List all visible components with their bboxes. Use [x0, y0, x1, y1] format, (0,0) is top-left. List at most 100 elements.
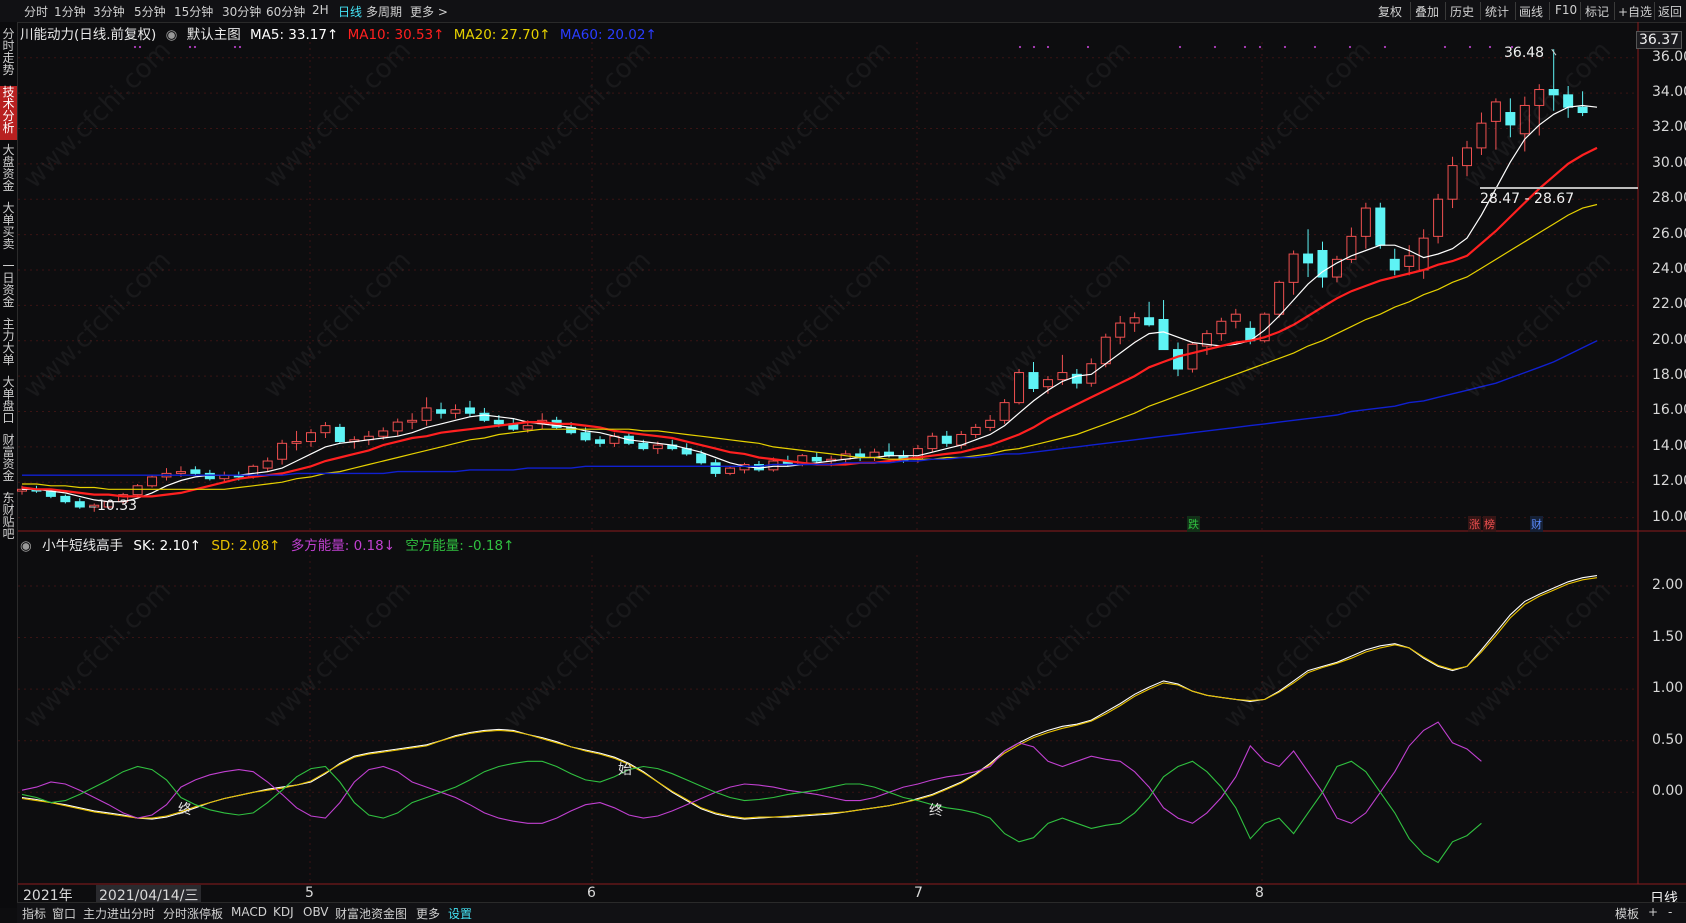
tool-overlay[interactable]: 叠加	[1415, 5, 1440, 19]
candle	[60, 495, 71, 503]
tool-mark[interactable]: 标记	[1585, 5, 1610, 19]
candle	[956, 433, 967, 446]
signal-dot	[188, 45, 192, 49]
side-tab-market-funds[interactable]: 大盘资金	[2, 143, 15, 193]
period-more[interactable]: 更多 >	[410, 5, 448, 19]
btn-kdj[interactable]: KDJ	[273, 905, 294, 919]
btn-funds-chart[interactable]: 财富池资金图	[335, 907, 408, 921]
candle	[436, 409, 447, 414]
period-fenshi[interactable]: 分时	[24, 5, 49, 19]
side-tab-technical[interactable]: 技术分析	[0, 86, 17, 140]
watermark-icon: www.cfchi.com	[1217, 35, 1377, 195]
watermark-icon: www.cfchi.com	[17, 245, 177, 405]
tool-f10[interactable]: F10	[1555, 3, 1578, 17]
indicator-tick: 1.50	[1652, 628, 1684, 645]
period-15min[interactable]: 15分钟	[174, 5, 214, 19]
watermark-icon: www.cfchi.com	[497, 35, 657, 195]
indicator-name[interactable]: 小牛短线高手	[42, 538, 124, 554]
candle	[753, 464, 764, 471]
price-tick: 32.00	[1652, 119, 1686, 136]
period-multi[interactable]: 多周期	[366, 5, 403, 19]
candle	[1216, 320, 1227, 335]
candle	[1230, 313, 1241, 322]
tool-stats[interactable]: 统计	[1485, 5, 1510, 19]
candle	[1086, 363, 1097, 384]
candle	[1144, 317, 1155, 326]
signal-dot	[1468, 45, 1472, 49]
candle	[74, 501, 85, 508]
btn-macd[interactable]: MACD	[231, 905, 267, 919]
tool-add-watchlist[interactable]: +自选	[1618, 5, 1653, 19]
watermark-icon: www.cfchi.com	[257, 245, 417, 405]
signal-dot	[1243, 45, 1247, 49]
chart-name[interactable]: 默认主图	[186, 27, 241, 43]
event-marker-zhang[interactable]: 涨	[1468, 516, 1481, 532]
btn-template[interactable]: 模板	[1615, 907, 1640, 921]
watermark-icon: www.cfchi.com	[257, 575, 417, 735]
tool-fuquan[interactable]: 复权	[1378, 5, 1403, 19]
btn-main-flow[interactable]: 主力进出分时	[83, 907, 156, 921]
period-3min[interactable]: 3分钟	[93, 5, 125, 19]
year-label: 2021年	[23, 888, 73, 904]
btn-indicator[interactable]: 指标	[22, 907, 47, 921]
candle	[623, 435, 634, 444]
side-tab-order-book[interactable]: 大单盘口	[2, 375, 15, 425]
indicator-tick: 1.00	[1652, 680, 1684, 697]
candle	[1317, 250, 1328, 278]
side-tab-main-orders[interactable]: 主力大单	[2, 317, 15, 367]
btn-more[interactable]: 更多	[416, 907, 441, 921]
side-tab-forum[interactable]: 东财贴吧	[2, 491, 15, 541]
candle	[840, 453, 851, 460]
candle	[884, 451, 894, 457]
tool-draw[interactable]: 画线	[1519, 5, 1544, 19]
candle	[522, 425, 533, 430]
candle	[1173, 349, 1183, 370]
btn-obv[interactable]: OBV	[303, 905, 329, 919]
candle	[277, 442, 288, 460]
side-tab-intraday[interactable]: 分时走势	[2, 27, 15, 77]
candle	[811, 456, 822, 462]
time-axis: 2021年 2021/04/14/三 5 6 7 8	[17, 884, 1637, 905]
watermark-icon: www.cfchi.com	[497, 575, 657, 735]
period-2h[interactable]: 2H	[312, 3, 329, 17]
side-tab-daily-funds[interactable]: 一日资金	[2, 259, 15, 309]
event-marker-die[interactable]: 跌	[1187, 516, 1200, 532]
chart-settings-icon[interactable]: ◉	[165, 27, 178, 43]
indicator-settings-icon[interactable]: ◉	[20, 538, 32, 554]
price-tick: 10.00	[1652, 508, 1686, 525]
candle	[826, 458, 837, 462]
high-pointer	[1551, 48, 1557, 56]
period-1min[interactable]: 1分钟	[54, 5, 86, 19]
candle	[334, 426, 345, 443]
btn-window[interactable]: 窗口	[52, 907, 77, 921]
candle	[1404, 255, 1415, 267]
tool-history[interactable]: 历史	[1450, 5, 1475, 19]
signal-dot	[1178, 45, 1182, 49]
price-tick: 34.00	[1652, 84, 1686, 101]
zoom-out-icon[interactable]: -	[1668, 905, 1673, 919]
range-label: 28.47 - 28.67	[1480, 191, 1575, 207]
candle	[912, 448, 923, 460]
bear-energy-value: 空方能量: -0.18↑	[405, 538, 515, 554]
zoom-in-icon[interactable]: +	[1648, 905, 1659, 919]
tool-back[interactable]: 返回	[1658, 5, 1683, 19]
signal-dot	[1313, 45, 1317, 49]
signal-start: 始	[618, 762, 632, 778]
side-tab-big-orders[interactable]: 大单买卖	[2, 201, 15, 251]
price-tick: 14.00	[1652, 437, 1686, 454]
period-60min[interactable]: 60分钟	[266, 5, 306, 19]
btn-limit-board[interactable]: 分时涨停板	[163, 907, 224, 921]
candle	[1303, 253, 1314, 264]
watermark-icon: www.cfchi.com	[1217, 245, 1377, 405]
signal-dot	[133, 45, 137, 49]
watermark-icon: www.cfchi.com	[737, 575, 897, 735]
period-30min[interactable]: 30分钟	[222, 5, 262, 19]
low-price-label: 10.33	[97, 498, 138, 514]
event-marker-bang[interactable]: 榜	[1483, 516, 1496, 532]
side-tab-wealth-funds[interactable]: 财富资金	[2, 433, 15, 483]
period-5min[interactable]: 5分钟	[134, 5, 166, 19]
candle	[566, 426, 577, 434]
event-marker-cai[interactable]: 财	[1530, 516, 1543, 532]
btn-settings[interactable]: 设置	[448, 907, 473, 921]
period-daily[interactable]: 日线	[338, 5, 363, 19]
